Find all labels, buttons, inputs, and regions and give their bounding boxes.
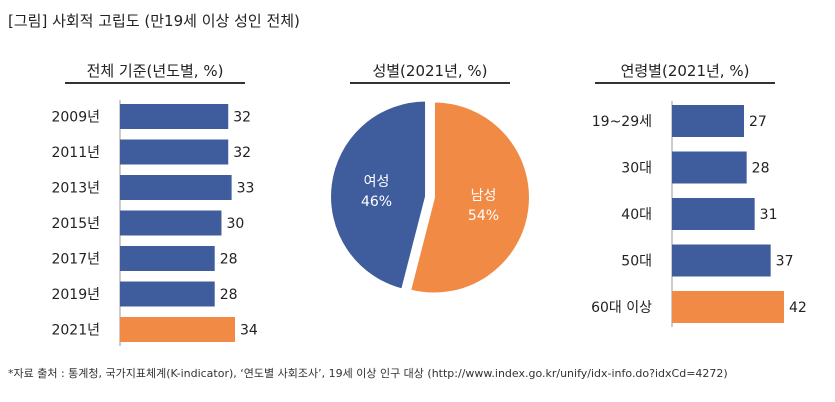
data-label-2-3: 37 [776, 254, 794, 270]
bar-2-0 [672, 105, 744, 137]
data-label-0-0: 32 [233, 110, 251, 126]
bar-2-2 [672, 198, 755, 230]
pie-value-1: 46% [361, 194, 392, 210]
data-label-2-0: 27 [749, 114, 767, 130]
bar-0-3 [120, 210, 222, 236]
category-label-0-5: 2019년 [51, 287, 100, 303]
category-label-0-2: 2013년 [51, 181, 100, 197]
data-label-0-1: 32 [233, 145, 251, 161]
data-label-2-4: 42 [789, 300, 807, 316]
data-label-2-1: 28 [752, 161, 770, 177]
bar-0-2 [120, 175, 232, 200]
pie-label-0: 남성 [471, 188, 497, 204]
data-label-2-2: 31 [760, 207, 778, 223]
category-label-0-3: 2015년 [51, 216, 100, 232]
category-label-0-4: 2017년 [51, 252, 100, 268]
bar-0-1 [120, 139, 229, 165]
category-label-0-1: 2011년 [51, 145, 100, 161]
panel-title-gender-underline [350, 82, 510, 84]
panel-title-age-underline [595, 82, 775, 84]
bar-0-5 [120, 281, 215, 307]
panel-title-gender: 성별(2021년, %) [372, 62, 488, 80]
category-label-2-0: 19~29세 [592, 114, 652, 130]
bar-2-4 [672, 291, 784, 323]
figure-title: [그림] 사회적 고립도 (만19세 이상 성인 전체) [8, 12, 300, 30]
panel-title-year: 전체 기준(년도별, %) [86, 62, 224, 80]
pie-label-1: 여성 [364, 174, 390, 190]
bar-0-4 [120, 246, 215, 271]
category-label-0-0: 2009년 [51, 110, 100, 126]
bar-0-6 [120, 317, 235, 342]
source-note: *자료 출처 : 통계청, 국가지표체계(K-indicator), ‘연도별 … [8, 367, 728, 380]
bar-2-3 [672, 244, 771, 277]
pie-value-0: 54% [468, 208, 499, 224]
pie-slice-1 [329, 99, 428, 291]
data-label-0-3: 30 [226, 216, 244, 232]
bar-0-0 [120, 104, 229, 129]
data-label-0-4: 28 [220, 252, 238, 268]
data-label-0-6: 34 [240, 323, 258, 339]
data-label-0-2: 33 [237, 181, 255, 197]
category-label-2-1: 30대 [621, 161, 652, 177]
pie-slice-0 [408, 100, 531, 295]
category-label-2-4: 60대 이상 [591, 300, 652, 316]
data-label-0-5: 28 [220, 287, 238, 303]
category-label-2-2: 40대 [621, 207, 652, 223]
category-label-2-3: 50대 [621, 254, 652, 270]
category-label-0-6: 2021년 [51, 323, 100, 339]
bar-2-1 [672, 151, 747, 184]
panel-title-year-underline [65, 82, 245, 84]
panel-title-age: 연령별(2021년, %) [620, 62, 750, 80]
